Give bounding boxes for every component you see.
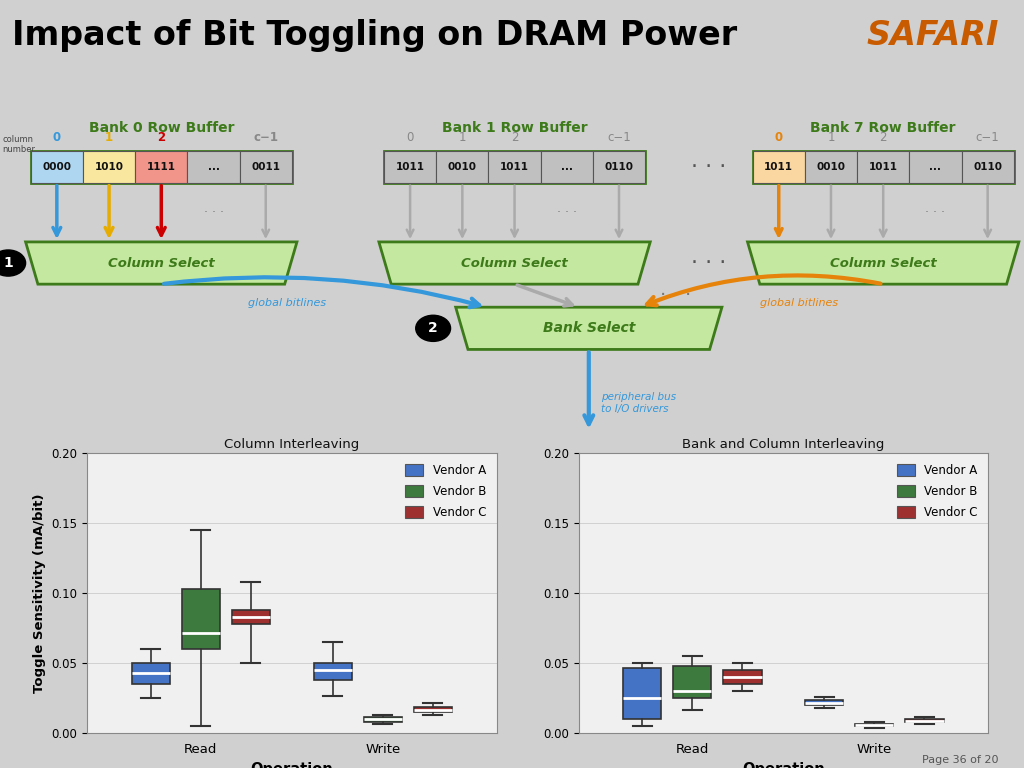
- Text: 2: 2: [880, 131, 887, 144]
- Text: c−1: c−1: [253, 131, 279, 144]
- Text: Bank Select: Bank Select: [543, 321, 635, 336]
- Text: ...: ...: [561, 161, 572, 172]
- Text: 0000: 0000: [42, 161, 72, 172]
- Text: 1011: 1011: [500, 161, 529, 172]
- PathPatch shape: [905, 720, 943, 722]
- Text: 0010: 0010: [816, 161, 846, 172]
- Text: · · ·: · · ·: [557, 206, 577, 219]
- PathPatch shape: [723, 670, 762, 684]
- Text: 0011: 0011: [251, 161, 281, 172]
- PathPatch shape: [313, 664, 352, 680]
- Text: 1: 1: [459, 131, 466, 144]
- Bar: [593, 151, 645, 183]
- Circle shape: [0, 250, 26, 276]
- Text: Impact of Bit Toggling on DRAM Power: Impact of Bit Toggling on DRAM Power: [12, 19, 737, 52]
- Text: 0110: 0110: [604, 161, 634, 172]
- Text: 0: 0: [407, 131, 414, 144]
- Bar: [83, 151, 135, 183]
- Bar: [805, 151, 857, 183]
- Text: 1011: 1011: [868, 161, 898, 172]
- X-axis label: Operation: Operation: [251, 762, 333, 768]
- Text: ...: ...: [930, 161, 941, 172]
- Text: 1011: 1011: [395, 161, 425, 172]
- Text: 0: 0: [53, 131, 60, 144]
- Bar: [753, 151, 805, 183]
- Text: 1: 1: [827, 131, 835, 144]
- Bar: [384, 151, 436, 183]
- PathPatch shape: [231, 610, 270, 624]
- Text: Bank 1 Row Buffer: Bank 1 Row Buffer: [441, 121, 588, 135]
- PathPatch shape: [414, 707, 452, 713]
- Text: 0: 0: [775, 131, 782, 144]
- Text: column
number: column number: [2, 134, 35, 154]
- Text: 1010: 1010: [94, 161, 124, 172]
- Text: · · ·: · · ·: [691, 157, 726, 177]
- Bar: [488, 151, 541, 183]
- Bar: [135, 151, 187, 183]
- Text: ...: ...: [208, 161, 219, 172]
- Polygon shape: [379, 242, 650, 284]
- Text: global bitlines: global bitlines: [248, 298, 326, 308]
- X-axis label: Operation: Operation: [742, 762, 824, 768]
- Bar: [962, 151, 1014, 183]
- Bar: [31, 151, 292, 183]
- Bar: [857, 151, 909, 183]
- Bar: [909, 151, 962, 183]
- Bar: [541, 151, 593, 183]
- Text: 2: 2: [158, 131, 165, 144]
- Polygon shape: [26, 242, 297, 284]
- Title: Column Interleaving: Column Interleaving: [224, 438, 359, 451]
- Text: · · ·: · · ·: [660, 286, 691, 305]
- Text: global bitlines: global bitlines: [760, 298, 838, 308]
- Text: Column Select: Column Select: [829, 257, 937, 270]
- Text: · · ·: · · ·: [204, 206, 223, 219]
- PathPatch shape: [673, 666, 712, 698]
- Text: 0010: 0010: [447, 161, 477, 172]
- Polygon shape: [456, 307, 722, 349]
- Text: 2: 2: [428, 321, 438, 336]
- Bar: [436, 151, 488, 183]
- Text: 1: 1: [105, 131, 113, 144]
- PathPatch shape: [624, 667, 662, 720]
- Text: · · ·: · · ·: [926, 206, 945, 219]
- Circle shape: [416, 316, 451, 342]
- PathPatch shape: [364, 717, 402, 722]
- Legend: Vendor A, Vendor B, Vendor C: Vendor A, Vendor B, Vendor C: [400, 459, 490, 524]
- Text: Column Select: Column Select: [461, 257, 568, 270]
- Text: Page 36 of 20: Page 36 of 20: [922, 755, 998, 765]
- Bar: [384, 151, 645, 183]
- Y-axis label: Toggle Sensitivity (mA/bit): Toggle Sensitivity (mA/bit): [33, 494, 46, 693]
- PathPatch shape: [855, 723, 894, 727]
- PathPatch shape: [181, 589, 220, 650]
- Text: Bank 0 Row Buffer: Bank 0 Row Buffer: [88, 121, 234, 135]
- Text: 0110: 0110: [973, 161, 1002, 172]
- Text: c−1: c−1: [976, 131, 999, 144]
- Bar: [240, 151, 292, 183]
- Text: c−1: c−1: [607, 131, 631, 144]
- Bar: [31, 151, 83, 183]
- Text: · · ·: · · ·: [691, 253, 726, 273]
- Text: peripheral bus
to I/O drivers: peripheral bus to I/O drivers: [601, 392, 676, 414]
- Bar: [187, 151, 240, 183]
- Title: Bank and Column Interleaving: Bank and Column Interleaving: [682, 438, 885, 451]
- Text: 2: 2: [511, 131, 518, 144]
- PathPatch shape: [805, 700, 844, 705]
- Bar: [753, 151, 1014, 183]
- Text: SAFARI: SAFARI: [866, 19, 998, 52]
- Text: 1: 1: [3, 256, 13, 270]
- Text: 1111: 1111: [146, 161, 176, 172]
- Text: Column Select: Column Select: [108, 257, 215, 270]
- Text: Bank 7 Row Buffer: Bank 7 Row Buffer: [810, 121, 956, 135]
- Polygon shape: [748, 242, 1019, 284]
- Text: 1011: 1011: [764, 161, 794, 172]
- Legend: Vendor A, Vendor B, Vendor C: Vendor A, Vendor B, Vendor C: [892, 459, 982, 524]
- PathPatch shape: [132, 664, 170, 684]
